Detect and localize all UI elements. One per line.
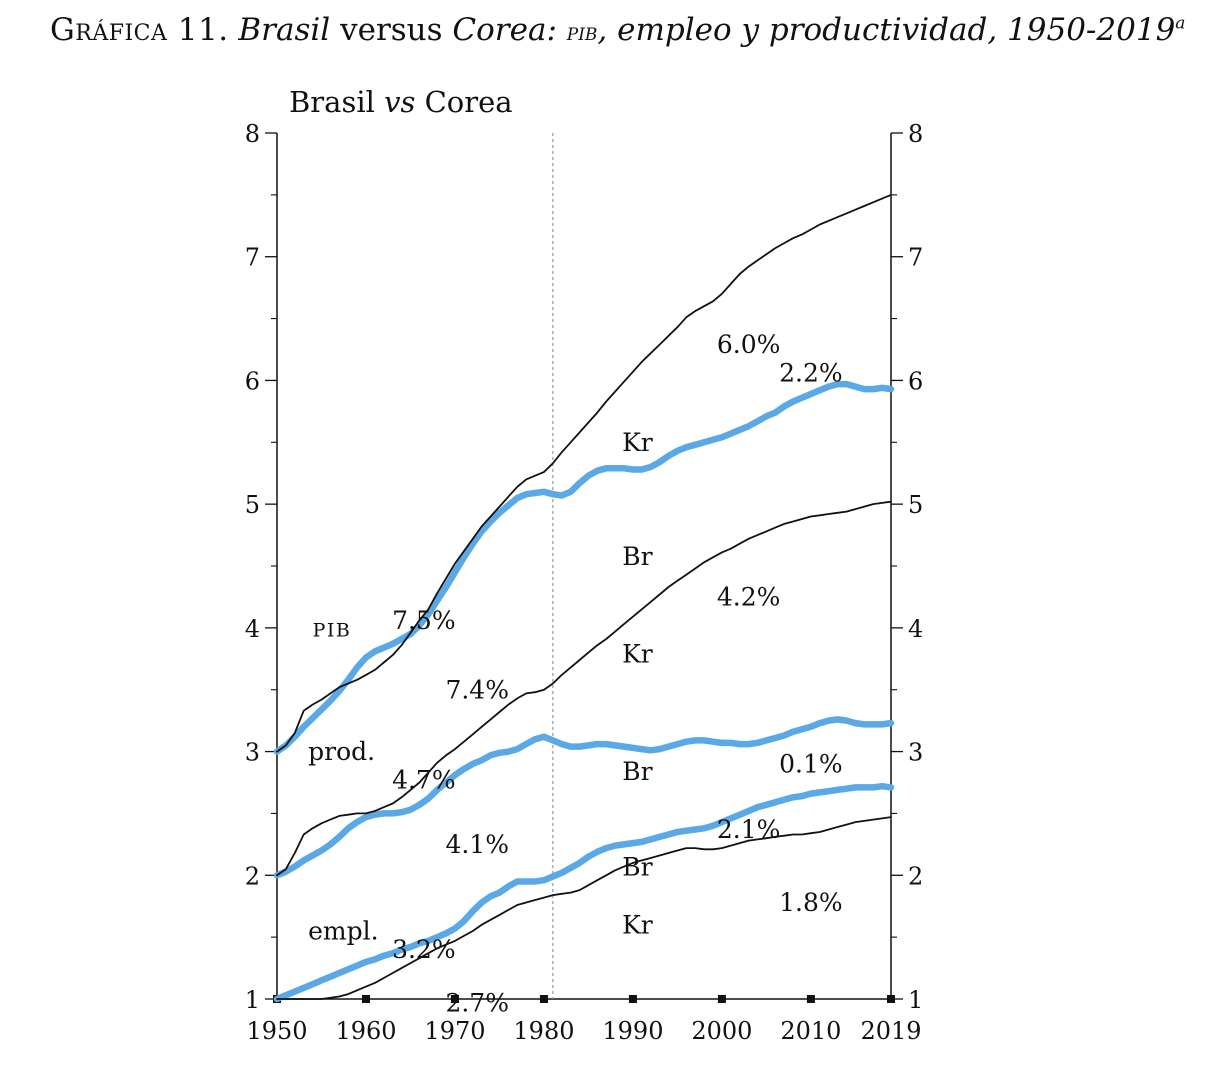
x-tick-marker — [806, 995, 815, 1003]
y-tick-label-left: 5 — [245, 491, 260, 519]
y-tick-label-right: 3 — [908, 739, 923, 767]
title-pib: pib — [566, 18, 598, 46]
annotation-label: 1.8% — [779, 888, 843, 917]
x-tick-marker — [887, 995, 895, 1003]
group-label-prod: prod. — [308, 737, 375, 766]
x-tick-marker — [539, 995, 548, 1003]
y-tick-label-left: 3 — [245, 739, 260, 767]
series — [273, 193, 895, 1003]
annotation-label: 4.2% — [717, 583, 781, 612]
series-line-empl-kr — [276, 816, 892, 1000]
y-tick-label-right: 5 — [908, 491, 923, 519]
title-brasil: Brasil — [238, 12, 331, 48]
axes — [276, 133, 892, 1000]
x-tick-label: 1960 — [335, 1017, 396, 1045]
y-tick-label-right: 7 — [908, 244, 923, 272]
x-tick-label: 2000 — [691, 1017, 752, 1045]
group-label-empl: empl. — [308, 917, 378, 946]
title-corea: Corea: — [452, 12, 557, 48]
ticks: 1 1 2 2 3 3 4 4 5 5 6 6 7 7 8 8 1950 1960 1970 1980 1990 2000… — [245, 120, 924, 1045]
figure-title: Gráfica 11. Brasil versus Corea: pib, em… — [50, 12, 1185, 48]
title-rest: , empleo y productividad, 1950-2019 — [597, 12, 1176, 48]
title-footnote-mark: a — [1175, 13, 1186, 34]
y-tick-label-left: 1 — [245, 986, 260, 1014]
x-tick-label: 2019 — [860, 1017, 921, 1045]
y-tick-label-right: 1 — [908, 986, 923, 1014]
series-line-empl-br — [273, 782, 895, 1003]
figure-label: Gráfica 11. — [50, 12, 229, 48]
x-tick-label: 1970 — [424, 1017, 485, 1045]
annotation-label: Br — [622, 852, 652, 881]
y-tick-label-right: 4 — [908, 615, 923, 643]
series-line-prod-br — [273, 716, 895, 879]
annotation-label: 4.1% — [445, 830, 509, 859]
x-tick-label: 1950 — [246, 1017, 307, 1045]
annotation-label: Kr — [622, 910, 653, 939]
y-tick-label-right: 6 — [908, 367, 923, 395]
series-line-pib-kr — [276, 193, 892, 753]
annotation-label: Kr — [622, 639, 653, 668]
x-tick-label: 1990 — [602, 1017, 663, 1045]
annotation-label: Kr — [622, 428, 653, 457]
title-versus: versus — [340, 12, 443, 48]
x-tick-marker — [717, 995, 726, 1003]
x-tick-marker — [450, 995, 459, 1003]
y-tick-label-right: 8 — [908, 120, 923, 148]
annotation-label: Br — [622, 757, 652, 786]
annotation-label: 3.2% — [392, 935, 456, 964]
y-tick-label-left: 7 — [245, 244, 260, 272]
chart-title-part: vs — [384, 85, 415, 119]
y-tick-label-left: 4 — [245, 615, 260, 643]
y-tick-label-right: 2 — [908, 862, 923, 890]
x-tick-label: 2010 — [780, 1017, 841, 1045]
annotation-label: 4.7% — [392, 766, 456, 795]
labels: 6.0% Kr 2.2% Br 7.5% 7.4% 4.2% Kr 0.1% Br 4.7% 4.1%… — [308, 330, 843, 1017]
annotation-label: 2.7% — [445, 988, 509, 1017]
series-line-prod-kr — [276, 500, 892, 877]
x-tick-marker — [361, 995, 370, 1003]
annotation-label: 2.1% — [717, 815, 781, 844]
annotation-label: 7.4% — [445, 675, 509, 704]
y-tick-label-left: 2 — [245, 862, 260, 890]
chart-title: Brasil vs Corea — [289, 85, 513, 119]
y-tick-label-left: 8 — [245, 120, 260, 148]
annotation-label: 7.5% — [392, 606, 456, 635]
y-tick-label-left: 6 — [245, 367, 260, 395]
chart-title-part: Brasil — [289, 85, 384, 119]
annotation-label: Br — [622, 542, 652, 571]
x-tick-label: 1980 — [513, 1017, 574, 1045]
group-label-pib: PIB — [313, 620, 352, 642]
annotation-label: 2.2% — [779, 359, 843, 388]
annotation-label: 0.1% — [779, 750, 843, 779]
series-line-pib-br — [273, 380, 895, 755]
chart-title-part: Corea — [415, 85, 512, 119]
annotation-label: 6.0% — [717, 330, 781, 359]
x-tick-marker — [628, 995, 637, 1003]
